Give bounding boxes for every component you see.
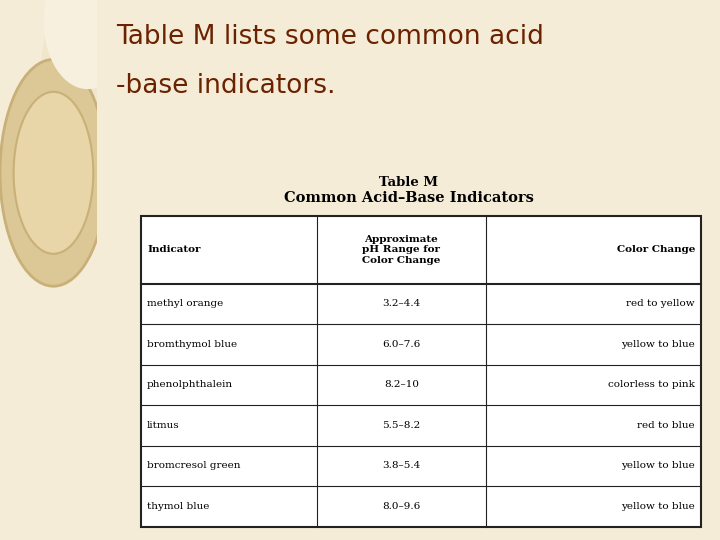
Ellipse shape (14, 92, 94, 254)
Text: Table M: Table M (379, 176, 438, 189)
Text: phenolphthalein: phenolphthalein (147, 380, 233, 389)
Text: yellow to blue: yellow to blue (621, 502, 695, 511)
Text: methyl orange: methyl orange (147, 299, 223, 308)
Text: red to yellow: red to yellow (626, 299, 695, 308)
Text: 8.2–10: 8.2–10 (384, 380, 419, 389)
Text: bromcresol green: bromcresol green (147, 461, 240, 470)
Text: -base indicators.: -base indicators. (116, 73, 336, 99)
Text: colorless to pink: colorless to pink (608, 380, 695, 389)
Text: Table M lists some common acid: Table M lists some common acid (116, 24, 544, 50)
Text: 6.0–7.6: 6.0–7.6 (382, 340, 420, 349)
Text: Approximate
pH Range for
Color Change: Approximate pH Range for Color Change (362, 235, 441, 265)
Text: yellow to blue: yellow to blue (621, 461, 695, 470)
Ellipse shape (44, 0, 131, 89)
Bar (141, 216, 701, 526)
Ellipse shape (0, 59, 107, 286)
Text: 5.5–8.2: 5.5–8.2 (382, 421, 420, 430)
Text: 3.2–4.4: 3.2–4.4 (382, 299, 420, 308)
Text: Color Change: Color Change (617, 245, 695, 254)
Text: 3.8–5.4: 3.8–5.4 (382, 461, 420, 470)
Text: litmus: litmus (147, 421, 180, 430)
Text: 8.0–9.6: 8.0–9.6 (382, 502, 420, 511)
Text: yellow to blue: yellow to blue (621, 340, 695, 349)
Text: Common Acid–Base Indicators: Common Acid–Base Indicators (284, 191, 534, 205)
Ellipse shape (39, 0, 175, 246)
Text: bromthymol blue: bromthymol blue (147, 340, 237, 349)
Text: Indicator: Indicator (147, 245, 201, 254)
Text: thymol blue: thymol blue (147, 502, 210, 511)
Text: red to blue: red to blue (637, 421, 695, 430)
